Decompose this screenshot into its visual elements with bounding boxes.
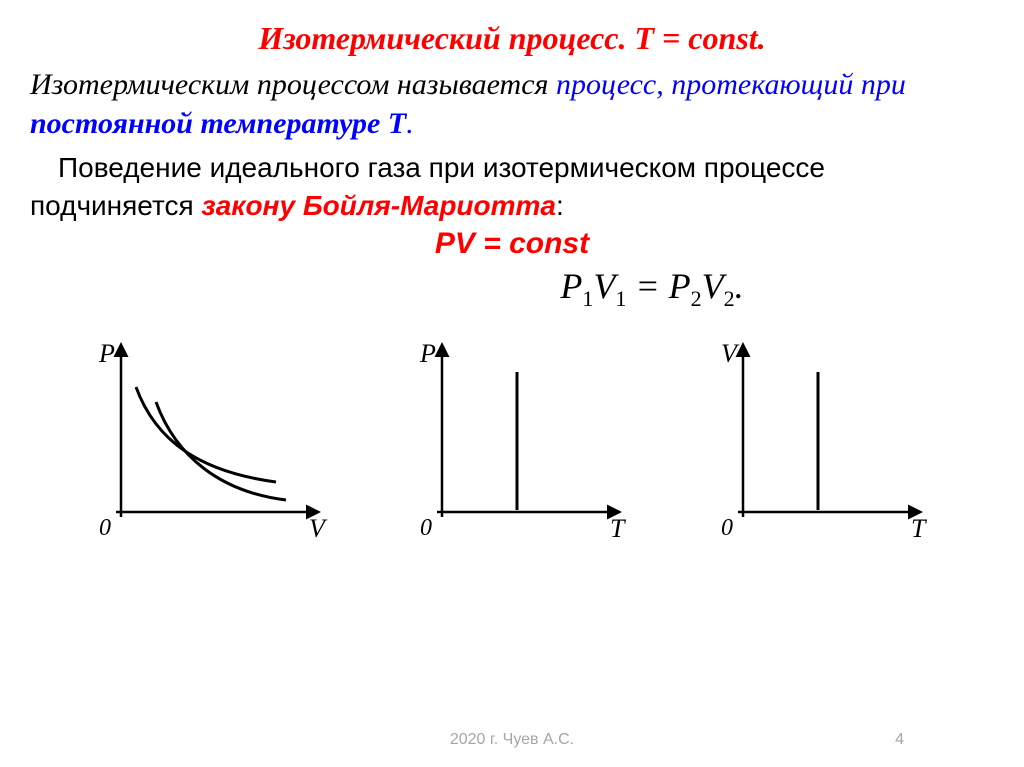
eq-p1: P <box>560 266 582 306</box>
page-title: Изотермический процесс. Т = const. <box>30 20 994 57</box>
eq-dot: . <box>735 266 744 306</box>
footer-text: 2020 г. Чуев А.С. <box>0 731 1024 749</box>
pt-ylabel: P <box>419 339 436 368</box>
eq-eq: = <box>626 266 668 306</box>
chart-pv-svg: P V 0 <box>81 332 341 552</box>
body-colon: : <box>556 190 564 221</box>
eq-p2: P <box>669 266 691 306</box>
pt-xlabel: T <box>610 514 626 543</box>
eq-s1: 1 <box>582 286 593 311</box>
equation: P1V1 = P2V2. <box>310 265 994 312</box>
chart-vt: V T 0 <box>703 332 943 557</box>
pv-curve-2 <box>156 402 286 500</box>
def-part1: Изотермическим процессом называется <box>30 68 556 101</box>
law-formula: PV = const <box>30 227 994 261</box>
eq-s2: 2 <box>691 286 702 311</box>
vt-ylabel: V <box>721 339 740 368</box>
pv-curve-1 <box>136 387 276 482</box>
chart-pt: P T 0 <box>402 332 642 557</box>
chart-vt-svg: V T 0 <box>703 332 943 552</box>
chart-pv: P V 0 <box>81 332 341 557</box>
eq-s2b: 2 <box>724 286 735 311</box>
pt-origin: 0 <box>420 515 432 541</box>
def-part4: . <box>406 107 414 140</box>
vt-xlabel: T <box>911 514 927 543</box>
page-number: 4 <box>895 731 904 749</box>
body-paragraph: Поведение идеального газа при изотермиче… <box>30 149 994 225</box>
eq-s1b: 1 <box>615 286 626 311</box>
eq-v1: V <box>593 266 615 306</box>
def-part2: процесс, протекающий при <box>556 68 906 101</box>
chart-pt-svg: P T 0 <box>402 332 642 552</box>
definition-text: Изотермическим процессом называется проц… <box>30 65 994 143</box>
pv-origin: 0 <box>99 515 111 541</box>
eq-v2: V <box>702 266 724 306</box>
pv-ylabel: P <box>98 339 115 368</box>
charts-row: P V 0 P T 0 <box>30 332 994 557</box>
vt-origin: 0 <box>721 515 733 541</box>
pv-xlabel: V <box>309 514 328 543</box>
law-name: закону Бойля-Мариотта <box>201 190 556 221</box>
def-part3: постоянной температуре Т <box>30 107 406 140</box>
